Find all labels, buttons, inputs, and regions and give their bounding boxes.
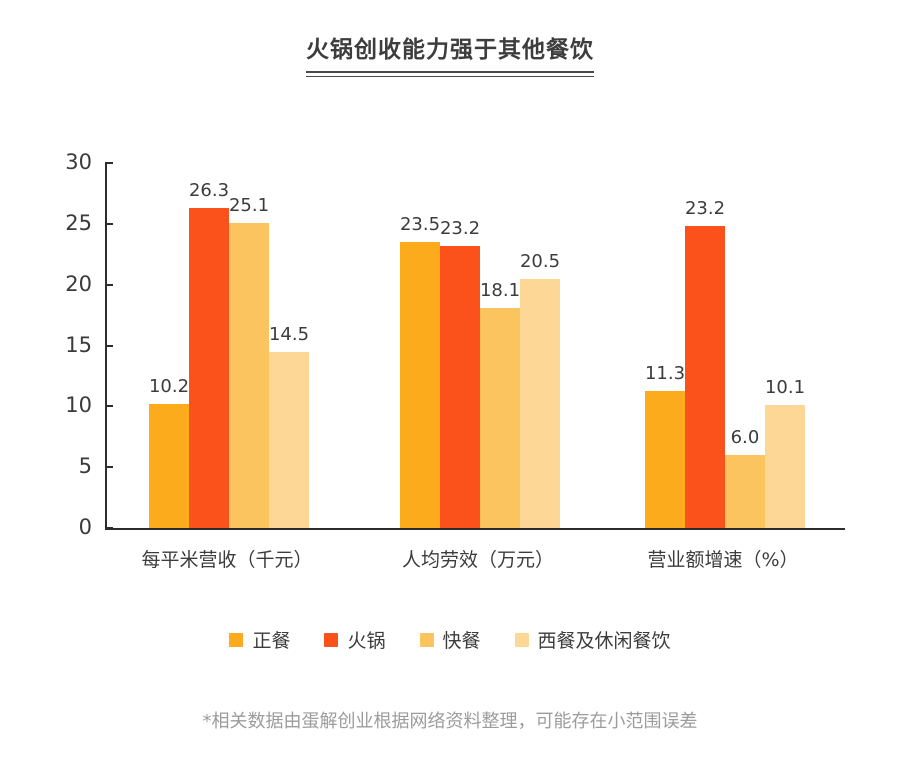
bar-西餐及休闲餐饮-cat1 <box>269 351 309 528</box>
x-axis-category-label: 每平米营收（千元） <box>141 549 313 571</box>
y-axis-tick-label: 15 <box>65 332 92 357</box>
legend-swatch-icon <box>419 632 434 647</box>
bar-快餐-cat3 <box>725 455 765 528</box>
x-axis-category-label: 营业额增速（%） <box>647 549 799 571</box>
bar-value-label: 11.3 <box>644 362 686 384</box>
y-axis-tick <box>105 283 113 286</box>
bar-value-label: 20.5 <box>519 250 561 272</box>
legend-item-火锅: 火锅 <box>324 626 386 653</box>
legend-swatch-icon <box>514 632 529 647</box>
title-underline: 火锅创收能力强于其他餐饮 <box>306 30 594 77</box>
bar-西餐及休闲餐饮-cat2 <box>520 278 560 528</box>
y-axis-tick-label: 25 <box>65 210 92 235</box>
bar-正餐-cat2 <box>400 242 440 528</box>
y-axis-tick <box>105 162 113 164</box>
bar-火锅-cat1 <box>189 208 229 528</box>
y-axis-tick-label: 5 <box>78 454 92 479</box>
y-axis-tick <box>105 466 113 469</box>
legend-item-快餐: 快餐 <box>419 626 481 653</box>
bar-火锅-cat3 <box>685 226 725 528</box>
legend-label: 正餐 <box>252 630 291 652</box>
y-axis-tick-label: 10 <box>65 393 92 418</box>
chart-title: 火锅创收能力强于其他餐饮 <box>0 30 900 77</box>
y-axis-tick-label: 0 <box>78 515 92 539</box>
bar-正餐-cat3 <box>645 390 685 528</box>
bar-快餐-cat1 <box>229 222 269 528</box>
bar-快餐-cat2 <box>480 307 520 528</box>
bar-chart-plot-area: 10.2 23.5 11.3 26.3 23.2 23.2 25.1 18.1 6.0 14.5 2… <box>105 163 845 530</box>
legend-item-正餐: 正餐 <box>229 626 290 653</box>
bar-火锅-cat2 <box>440 245 480 528</box>
bar-value-label: 23.5 <box>399 214 441 236</box>
bar-正餐-cat1 <box>149 403 189 528</box>
chart-title-text: 火锅创收能力强于其他餐饮 <box>306 30 594 73</box>
chart-legend: 正餐 火锅 快餐 西餐及休闲餐饮 <box>0 626 900 653</box>
y-axis-tick-label: 20 <box>65 271 92 296</box>
bar-value-label: 18.1 <box>479 279 521 301</box>
bar-value-label: 25.1 <box>228 194 270 216</box>
y-axis-tick <box>105 344 113 347</box>
y-axis-tick <box>105 405 113 408</box>
legend-label: 西餐及休闲餐饮 <box>537 630 671 652</box>
bar-value-label: 14.5 <box>268 323 310 345</box>
legend-label: 火锅 <box>347 630 386 652</box>
legend-swatch-icon <box>229 632 244 647</box>
bar-value-label: 6.0 <box>730 427 760 448</box>
legend-item-西餐及休闲餐饮: 西餐及休闲餐饮 <box>514 626 671 653</box>
footnote: *相关数据由蛋解创业根据网络资料整理，可能存在小范围误差 <box>202 711 698 732</box>
bar-value-label: 10.2 <box>148 375 190 397</box>
bar-西餐及休闲餐饮-cat3 <box>765 405 805 528</box>
bar-value-label: 23.2 <box>684 198 726 220</box>
bar-value-label: 26.3 <box>188 180 230 201</box>
bar-value-label: 10.1 <box>764 377 806 399</box>
legend-label: 快餐 <box>442 630 481 652</box>
x-axis-category-label: 人均劳效（万元） <box>401 549 554 571</box>
legend-swatch-icon <box>324 632 339 647</box>
y-axis-tick <box>105 222 113 225</box>
y-axis-tick-label: 30 <box>65 150 92 174</box>
bar-value-label: 23.2 <box>439 217 481 239</box>
